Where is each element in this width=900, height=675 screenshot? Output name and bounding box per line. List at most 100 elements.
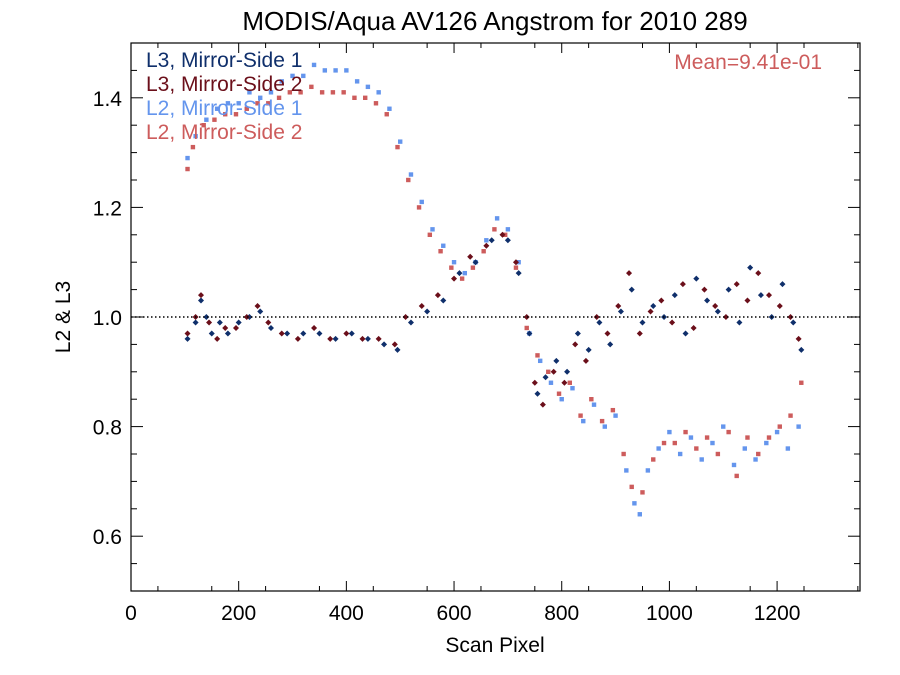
data-point	[774, 429, 780, 435]
data-point	[212, 117, 217, 122]
data-point	[613, 413, 618, 418]
data-point	[651, 457, 656, 462]
data-point	[617, 308, 624, 315]
series-l3-mirror-side-1	[184, 237, 805, 397]
data-point	[624, 468, 629, 473]
data-point	[656, 446, 661, 451]
data-point	[756, 451, 761, 457]
data-point	[637, 512, 642, 517]
data-point	[523, 314, 530, 320]
data-point	[287, 90, 293, 95]
data-point	[693, 275, 700, 282]
x-tick-label: 400	[329, 602, 364, 625]
data-point	[333, 68, 338, 73]
x-tick-label: 1200	[754, 602, 801, 625]
data-point	[607, 341, 614, 348]
data-point	[585, 346, 592, 353]
data-point	[225, 101, 231, 106]
data-point	[376, 90, 381, 95]
data-point	[201, 123, 206, 128]
data-point	[553, 357, 560, 364]
data-point	[682, 330, 689, 337]
data-point	[483, 242, 490, 249]
x-axis-label: Scan Pixel	[445, 634, 544, 657]
data-point	[224, 330, 231, 337]
data-point	[672, 440, 677, 446]
data-point	[418, 303, 425, 310]
data-point	[513, 265, 519, 270]
data-point	[710, 440, 715, 446]
data-point	[197, 297, 204, 304]
data-point	[301, 73, 306, 79]
data-point	[790, 319, 797, 326]
data-point	[550, 368, 557, 375]
data-point	[694, 446, 699, 451]
data-point	[742, 446, 747, 451]
data-point	[451, 260, 457, 265]
series-l2-mirror-side-2	[185, 84, 804, 495]
data-point	[375, 335, 382, 342]
data-point	[734, 473, 739, 479]
data-point	[236, 101, 241, 106]
data-point	[438, 249, 443, 254]
data-point	[208, 330, 215, 337]
data-point	[572, 341, 579, 348]
data-point	[578, 413, 583, 418]
data-point	[407, 319, 414, 326]
data-point	[534, 390, 541, 397]
data-point	[185, 155, 190, 161]
data-point	[701, 286, 708, 293]
data-point	[424, 308, 431, 315]
data-point	[440, 297, 447, 304]
data-point	[459, 276, 465, 281]
data-point	[599, 418, 605, 424]
data-point	[352, 95, 357, 100]
data-point	[492, 227, 497, 232]
data-point	[546, 369, 551, 374]
data-point	[451, 275, 458, 282]
data-point	[499, 231, 506, 238]
data-point	[257, 308, 264, 315]
data-point	[640, 490, 645, 495]
data-point	[661, 440, 667, 446]
data-point	[402, 314, 409, 320]
series-l2-mirror-side-1	[185, 62, 801, 517]
data-point	[535, 353, 540, 358]
data-point	[615, 303, 622, 310]
data-point	[755, 270, 762, 277]
data-point	[266, 101, 271, 106]
data-point	[381, 341, 388, 348]
data-point	[267, 324, 274, 331]
data-point	[481, 249, 486, 254]
mean-annotation: Mean=9.41e-01	[674, 51, 822, 74]
legend-entry-l3-mirror-side-2: L3, Mirror-Side 2	[146, 73, 302, 96]
data-point	[265, 319, 272, 326]
data-point	[232, 324, 239, 331]
x-tick-label: 600	[437, 602, 472, 625]
data-point	[243, 314, 250, 320]
data-point	[799, 380, 804, 385]
data-point	[408, 172, 414, 177]
data-point	[733, 281, 740, 288]
data-point	[311, 324, 318, 331]
data-point	[632, 501, 637, 506]
data-point	[427, 232, 433, 237]
data-point	[214, 335, 221, 342]
data-point	[567, 380, 572, 385]
data-point	[430, 227, 435, 232]
data-point	[591, 402, 597, 407]
data-point	[677, 451, 683, 457]
data-point	[726, 429, 731, 435]
data-point	[406, 177, 411, 183]
data-point	[574, 330, 581, 337]
data-point	[712, 303, 719, 310]
data-point	[679, 281, 686, 288]
data-point	[434, 292, 441, 299]
data-point	[766, 292, 773, 299]
data-point	[779, 281, 786, 288]
data-point	[223, 112, 228, 117]
data-point	[206, 319, 213, 326]
data-point	[636, 330, 643, 337]
data-points-layer	[184, 62, 805, 517]
data-point	[247, 90, 252, 95]
